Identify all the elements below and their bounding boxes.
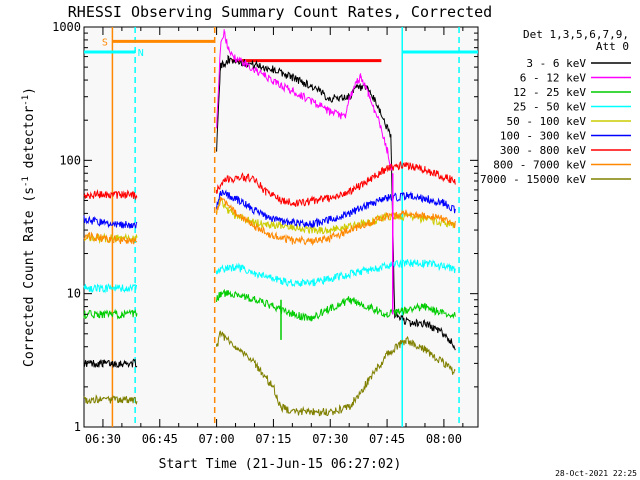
legend: Det 1,3,5,6,7,9, Att 0 3 - 6 keV 6 - 12 k… [480, 28, 631, 186]
y-label-end: ) [22, 87, 37, 95]
legend-label: 6 - 12 keV [520, 72, 587, 85]
x-axis-label: Start Time (21-Jun-15 06:27:02) [159, 457, 402, 472]
y-axis-label: Corrected Count Rate (s-1 detector-1) [21, 87, 37, 367]
y-tick-label: 10 [67, 287, 81, 301]
series-line [83, 189, 456, 229]
series-line [83, 196, 456, 247]
legend-label: 25 - 50 keV [513, 101, 586, 114]
legend-label: 300 - 800 keV [500, 144, 586, 157]
x-tick-label: 07:15 [255, 432, 291, 446]
axes: 06:30 06:45 07:00 07:15 07:30 07:45 08:00 1 10 10… [52, 20, 478, 446]
chart-title: RHESSI Observing Summary Count Rates, Co… [68, 3, 492, 21]
y-tick-label: 1 [74, 420, 81, 434]
legend-label: 50 - 100 keV [507, 115, 587, 128]
marker-label: S [102, 37, 108, 48]
legend-label: 7000 - 15000 keV [480, 173, 586, 186]
y-tick-label: 1000 [52, 20, 81, 34]
legend-label: 800 - 7000 keV [493, 159, 586, 172]
y-label-exp-2: -1 [21, 95, 31, 106]
series-line [83, 160, 456, 207]
x-tick-label: 07:30 [312, 432, 348, 446]
x-tick-label: 08:00 [426, 432, 462, 446]
x-tick-label: 06:30 [85, 432, 121, 446]
series-line [216, 29, 394, 172]
legend-header-line-2: Att 0 [596, 40, 629, 53]
legend-label: 12 - 25 keV [513, 86, 586, 99]
legend-header-line-1: Det 1,3,5,6,7,9, [523, 28, 629, 41]
x-tick-label: 07:45 [369, 432, 405, 446]
series-line [83, 54, 456, 369]
generation-timestamp: 28-Oct-2021 22:25 [555, 469, 637, 478]
series-line [83, 288, 456, 322]
legend-label: 100 - 300 keV [500, 130, 586, 143]
y-tick-label: 100 [59, 153, 81, 167]
series-layer [83, 29, 456, 417]
y-label-main: Corrected Count Rate (s [22, 187, 37, 367]
x-tick-label: 07:00 [199, 432, 235, 446]
legend-label: 3 - 6 keV [526, 57, 586, 70]
x-tick-label: 06:45 [142, 432, 178, 446]
series-line [83, 330, 456, 417]
y-label-exp-1: -1 [21, 176, 31, 187]
y-label-mid: detector [22, 106, 37, 177]
series-line [83, 258, 456, 294]
marker-label: N [138, 48, 144, 59]
